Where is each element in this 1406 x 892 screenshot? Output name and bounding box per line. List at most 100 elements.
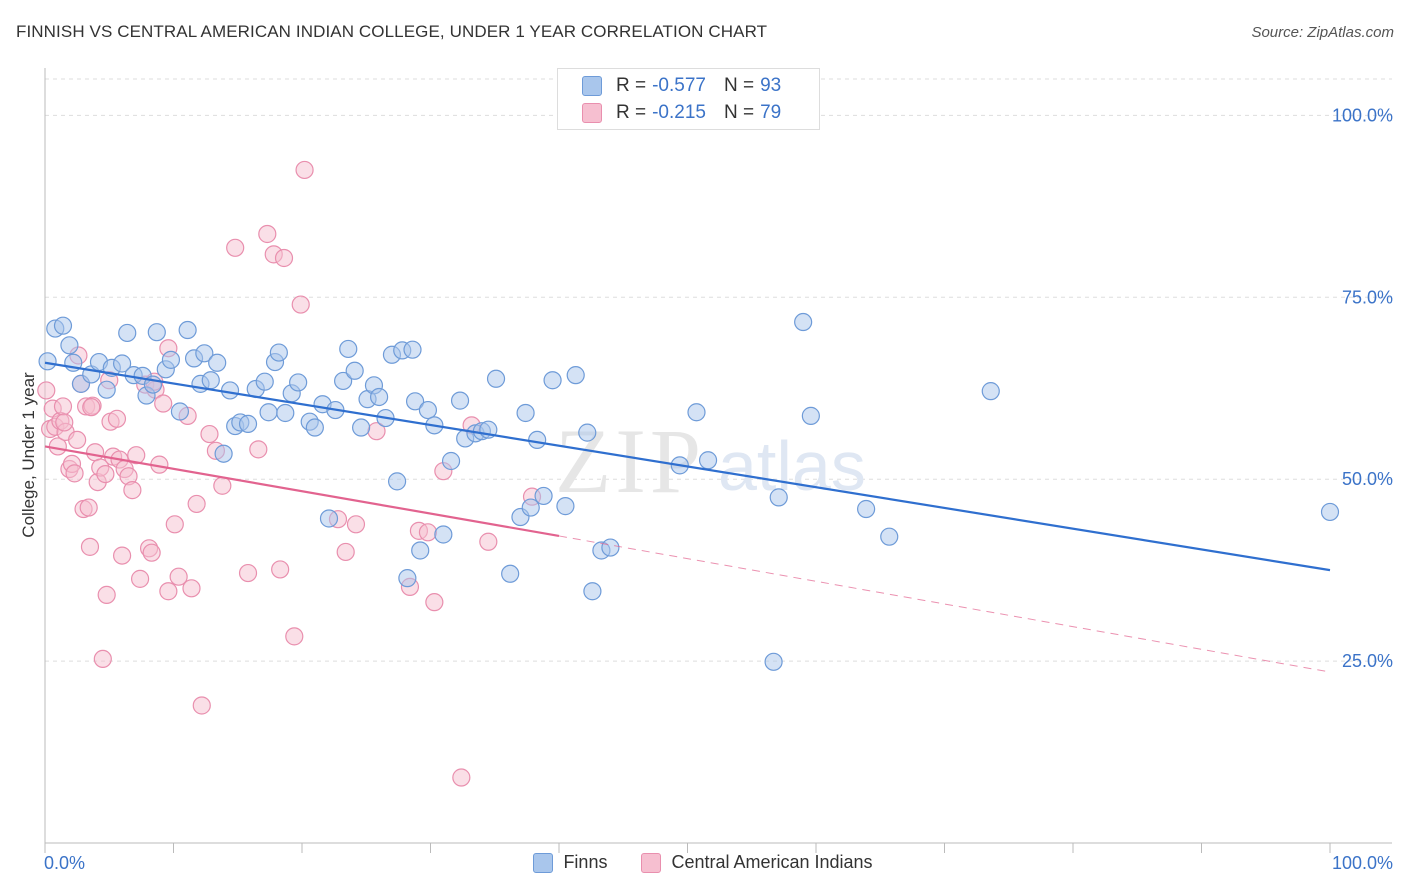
finns-point bbox=[345, 361, 364, 380]
finns-point bbox=[441, 451, 461, 471]
legend-label-finns: Finns bbox=[563, 852, 608, 872]
cai-point bbox=[187, 494, 206, 514]
stats-legend: R = -0.577 N = 93 R = -0.215 N = 79 bbox=[557, 68, 820, 130]
finns-point bbox=[214, 444, 233, 463]
x-tick-label: 100.0% bbox=[1332, 853, 1393, 873]
cai-point bbox=[80, 537, 100, 556]
finns-point bbox=[220, 381, 240, 400]
finns-point bbox=[398, 569, 417, 588]
cai-trend-line bbox=[44, 445, 560, 538]
finns-point bbox=[319, 509, 339, 528]
finns-point bbox=[305, 418, 324, 437]
finns-point bbox=[434, 525, 453, 544]
finns-point bbox=[450, 391, 470, 410]
finns-point bbox=[769, 488, 788, 507]
finns-point bbox=[178, 320, 197, 340]
cai-point bbox=[182, 579, 201, 598]
finns-point bbox=[339, 339, 358, 359]
cai-point bbox=[127, 446, 146, 465]
finns-point bbox=[352, 418, 371, 437]
r-label: R = bbox=[616, 102, 647, 123]
cai-swatch bbox=[641, 852, 662, 873]
finns-point bbox=[764, 652, 783, 671]
finns-point bbox=[238, 414, 258, 433]
cai-point bbox=[93, 649, 112, 669]
cai-point bbox=[285, 627, 304, 646]
finns-point bbox=[411, 541, 430, 560]
cai-point bbox=[107, 409, 127, 428]
finns-point bbox=[255, 372, 274, 391]
cai-point bbox=[82, 398, 101, 417]
series-legend: Finns Central American Indians bbox=[0, 852, 1406, 873]
legend-label-cai: Central American Indians bbox=[671, 852, 873, 872]
source-label: Source: ZipAtlas.com bbox=[1251, 24, 1394, 41]
cai-point bbox=[336, 542, 355, 562]
cai-point bbox=[425, 593, 444, 612]
finns-point bbox=[195, 344, 214, 363]
watermark: ZIP atlas bbox=[555, 410, 866, 512]
cai-point bbox=[68, 430, 87, 449]
finns-point bbox=[289, 373, 308, 392]
finns-point bbox=[1320, 502, 1340, 522]
finns-point bbox=[370, 387, 389, 407]
cai-point bbox=[295, 160, 314, 180]
finns-point bbox=[687, 403, 706, 422]
n-value: 79 bbox=[760, 102, 782, 123]
finns-point bbox=[259, 403, 278, 422]
r-label: R = bbox=[616, 75, 647, 96]
finns-point bbox=[556, 497, 575, 516]
finns-point bbox=[543, 371, 562, 390]
cai-point bbox=[112, 546, 132, 565]
finns-point bbox=[880, 527, 899, 546]
finns-point bbox=[583, 582, 602, 601]
chart-title: FINNISH VS CENTRAL AMERICAN INDIAN COLLE… bbox=[16, 22, 768, 41]
finns-swatch bbox=[582, 76, 602, 96]
finns-points bbox=[38, 312, 1340, 671]
finns-point bbox=[501, 564, 520, 583]
watermark-atlas: atlas bbox=[718, 427, 866, 505]
finns-point bbox=[405, 392, 425, 411]
finns-point bbox=[60, 336, 79, 355]
cai-point bbox=[169, 567, 188, 586]
cai-point bbox=[142, 543, 161, 562]
cai-point bbox=[165, 515, 184, 534]
finns-point bbox=[387, 472, 407, 491]
cai-point bbox=[159, 582, 178, 601]
cai-point bbox=[86, 443, 105, 462]
finns-point bbox=[534, 486, 553, 506]
cai-point bbox=[479, 532, 498, 551]
finns-point bbox=[857, 499, 876, 519]
cai-point bbox=[226, 238, 245, 257]
finns-point bbox=[334, 371, 353, 391]
cai-point bbox=[249, 440, 268, 459]
finns-point bbox=[601, 538, 620, 557]
finns-point bbox=[486, 369, 506, 388]
finns-point bbox=[53, 316, 73, 335]
y-tick-label: 25.0% bbox=[1342, 651, 1393, 671]
cai-point bbox=[65, 464, 84, 483]
cai-point bbox=[291, 295, 310, 314]
finns-point bbox=[147, 323, 166, 342]
y-tick-label: 75.0% bbox=[1342, 287, 1393, 307]
finns-point bbox=[521, 498, 540, 517]
finns-point bbox=[208, 353, 227, 372]
y-tick-label: 50.0% bbox=[1342, 469, 1393, 489]
finns-point bbox=[97, 380, 116, 399]
cai-point bbox=[192, 696, 211, 715]
finns-point bbox=[276, 403, 295, 423]
legend-item-cai[interactable]: Central American Indians bbox=[641, 852, 873, 873]
r-value: -0.577 bbox=[652, 75, 706, 96]
finns-point bbox=[161, 350, 181, 369]
legend-item-finns[interactable]: Finns bbox=[533, 852, 607, 873]
cai-point bbox=[271, 560, 290, 579]
finns-point bbox=[794, 312, 813, 332]
cai-point bbox=[452, 768, 471, 787]
cai-point bbox=[346, 515, 366, 534]
r-value: -0.215 bbox=[652, 102, 706, 123]
finns-point bbox=[801, 406, 820, 425]
cai-point bbox=[274, 248, 294, 268]
cai-trend-extension bbox=[558, 535, 1331, 673]
n-label: N = bbox=[723, 102, 755, 123]
finns-trend-line bbox=[44, 361, 1331, 572]
